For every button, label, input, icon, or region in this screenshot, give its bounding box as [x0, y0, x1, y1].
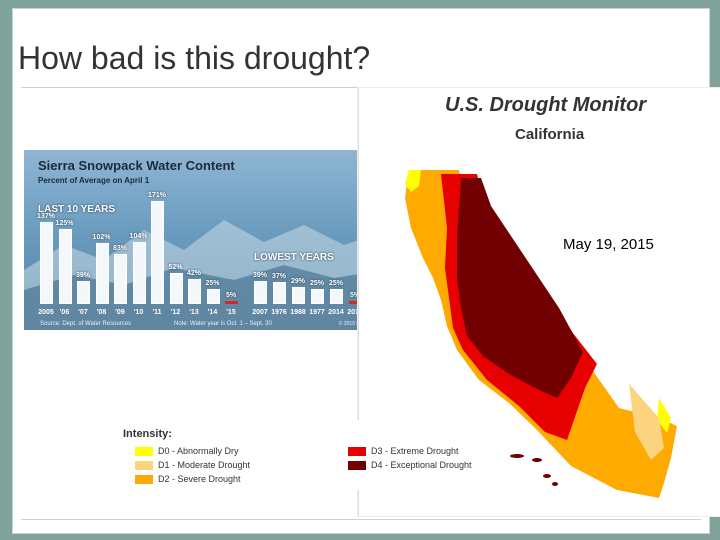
snowpack-bar	[254, 280, 267, 304]
snowpack-bar-label: 104%	[129, 232, 148, 240]
snowpack-category-label: '12	[170, 309, 181, 316]
snowpack-subtitle: Percent of Average on April 1	[38, 176, 150, 185]
california-drought-map	[405, 170, 677, 498]
map-island	[510, 454, 524, 458]
legend-title: Intensity:	[123, 428, 172, 440]
snowpack-category-label: '14	[207, 309, 218, 316]
snowpack-bar-label: 83%	[112, 245, 127, 253]
map-island	[543, 474, 551, 478]
map-d0-region	[405, 170, 421, 192]
intensity-legend-right: D3 - Extreme Drought D4 - Exceptional Dr…	[342, 420, 492, 490]
snowpack-bar	[114, 254, 127, 304]
legend-item-d4: D4 - Exceptional Drought	[348, 460, 472, 471]
snowpack-bar-label: 42%	[186, 269, 201, 277]
snowpack-bar	[330, 289, 343, 304]
snowpack-bar	[225, 301, 238, 304]
snowpack-category-label: 2015	[347, 309, 363, 316]
snowpack-category-label: '10	[133, 309, 144, 316]
snowpack-category-label: '09	[115, 309, 125, 316]
snowpack-category-label: '06	[59, 309, 70, 316]
legend-item-d3: D3 - Extreme Drought	[348, 446, 459, 457]
snowpack-category-label: '07	[78, 309, 88, 316]
snowpack-bar	[95, 242, 109, 304]
snowpack-bar-label: 25%	[205, 280, 220, 287]
intensity-legend: Intensity: D0 - Abnormally Dry D1 - Mode…	[113, 420, 353, 490]
legend-swatch-d1	[135, 461, 153, 471]
snowpack-bar	[292, 286, 305, 304]
snowpack-bar	[273, 281, 286, 304]
map-d0-south	[657, 398, 671, 433]
snowpack-note: Note: Water year is Oct. 1 – Sept. 30	[174, 321, 272, 327]
snowpack-category-label: 2007	[252, 309, 268, 316]
snowpack-bar	[132, 241, 146, 304]
group-lowest-label: LOWEST YEARS	[254, 252, 334, 263]
snowpack-category-label: 2005	[38, 309, 54, 316]
group-last10-label: LAST 10 YEARS	[38, 204, 116, 215]
legend-swatch-d2	[135, 475, 153, 485]
snowpack-bar-label: 5%	[349, 292, 361, 299]
legend-item-d0: D0 - Abnormally Dry	[135, 446, 239, 457]
snowpack-category-label: 1977	[309, 309, 325, 316]
snowpack-category-label: 2014	[328, 309, 344, 316]
monitor-subtitle: California	[515, 126, 585, 143]
title-divider	[21, 87, 701, 88]
snowpack-bar-label: 125%	[55, 220, 74, 227]
snowpack-category-label: '11	[152, 309, 162, 316]
snowpack-bar-label: 52%	[168, 263, 183, 271]
snowpack-category-label: 1988	[290, 309, 306, 316]
snowpack-bar	[188, 278, 201, 304]
snowpack-bar-label: 171%	[148, 192, 166, 200]
snowpack-bar	[169, 272, 183, 304]
snowpack-bar-label: 5%	[225, 292, 237, 299]
snowpack-bar	[151, 201, 164, 304]
snowpack-bar-label: 39%	[252, 271, 267, 279]
legend-swatch-d0	[135, 447, 153, 457]
snowpack-bar-label: 25%	[328, 280, 343, 287]
snowpack-bar	[40, 221, 53, 304]
snowpack-bar	[58, 229, 72, 304]
legend-swatch-d4	[348, 461, 366, 471]
monitor-title: U.S. Drought Monitor	[445, 94, 647, 116]
legend-swatch-d3	[348, 447, 366, 457]
snowpack-bar-label: 137%	[37, 212, 55, 220]
snowpack-bar-label: 39%	[75, 271, 90, 279]
snowpack-category-label: '08	[96, 309, 107, 316]
snowpack-title: Sierra Snowpack Water Content	[38, 158, 235, 173]
snowpack-category-label: '13	[189, 309, 199, 316]
map-d1-south	[629, 384, 664, 460]
snowpack-bar-label: 29%	[290, 277, 305, 285]
map-island	[532, 458, 542, 462]
snowpack-bar	[206, 289, 220, 304]
snowpack-category-label: '15	[226, 309, 236, 316]
snowpack-bar-label: 37%	[271, 272, 286, 280]
monitor-date: May 19, 2015	[563, 236, 654, 253]
snowpack-bar	[311, 289, 324, 304]
snowpack-bar	[77, 280, 90, 304]
snowpack-source: Source: Dept. of Water Resources	[40, 321, 132, 327]
slide-title: How bad is this drought?	[18, 40, 371, 76]
footer-divider	[21, 519, 701, 520]
snowpack-chart: Sierra Snowpack Water Content Percent of…	[24, 150, 384, 330]
snowpack-bar-label: 102%	[92, 233, 111, 241]
legend-item-d1: D1 - Moderate Drought	[135, 460, 250, 471]
legend-item-d2: D2 - Severe Drought	[135, 474, 241, 485]
snowpack-bar-label: 25%	[309, 280, 324, 287]
map-d4-region	[457, 178, 583, 398]
snowpack-category-label: 1976	[271, 309, 287, 316]
map-island	[552, 482, 558, 486]
